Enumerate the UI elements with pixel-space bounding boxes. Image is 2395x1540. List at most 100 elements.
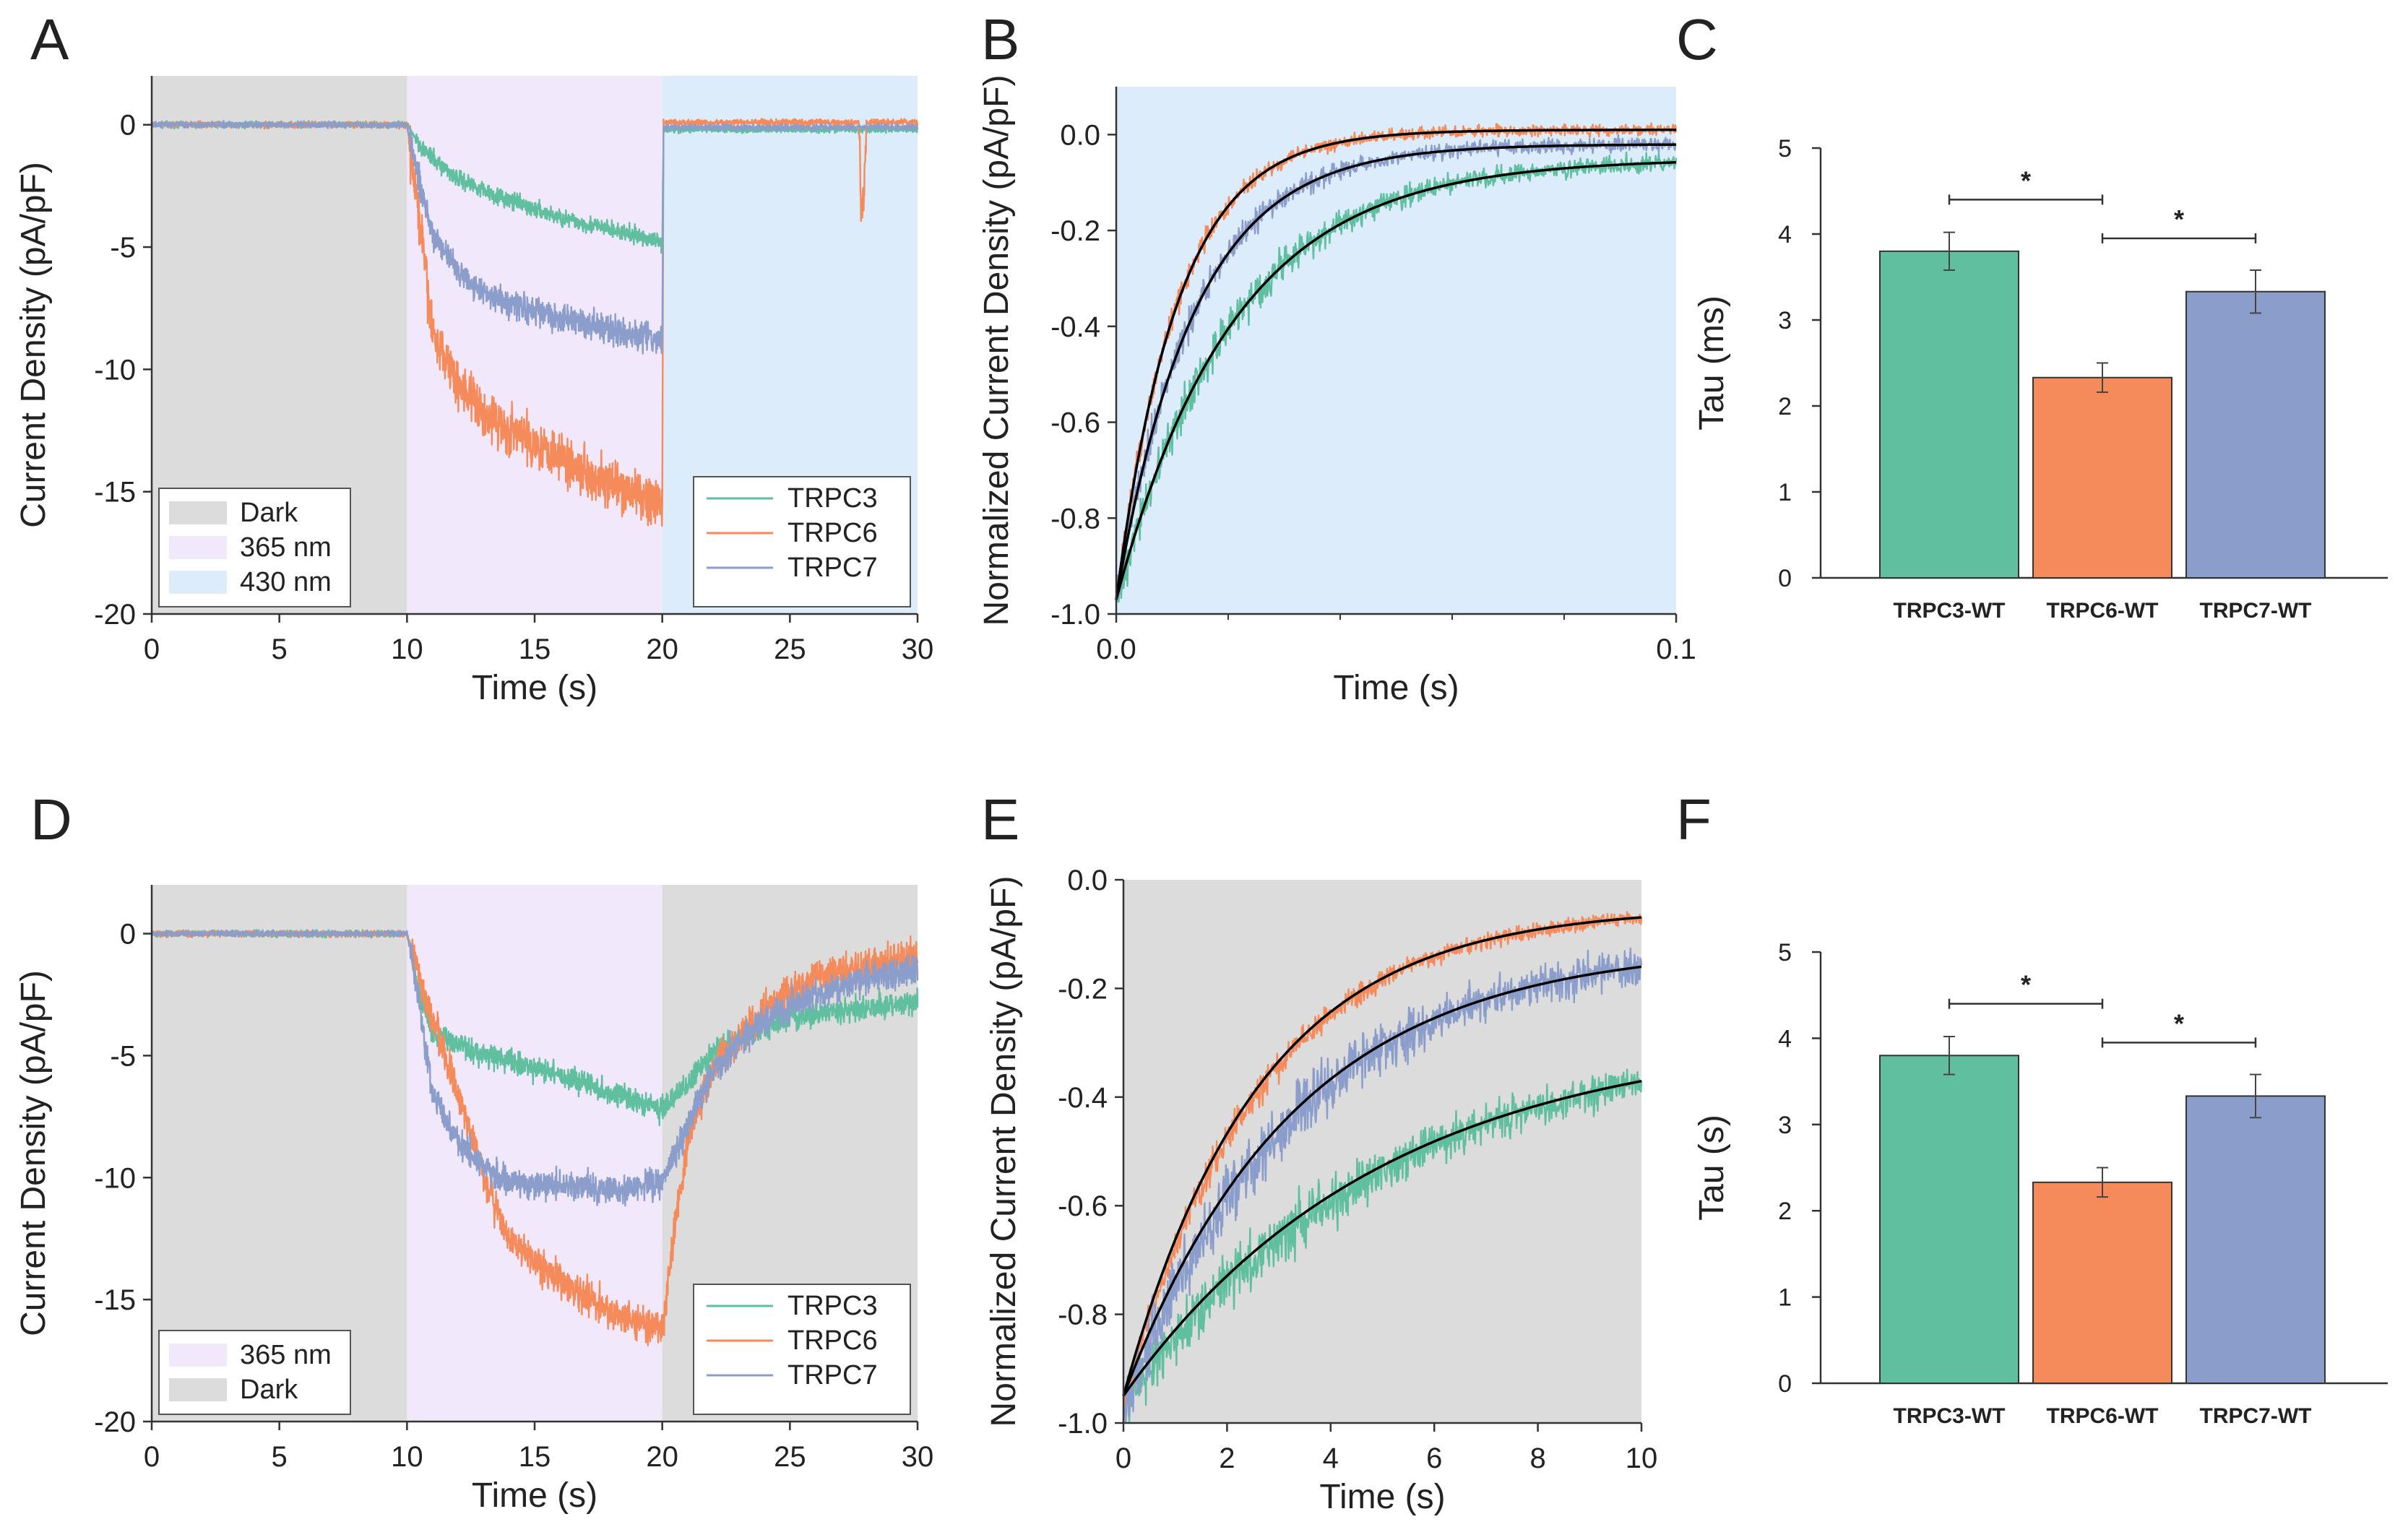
y-tick-label: -5 bbox=[110, 1040, 136, 1072]
series-legend-label: TRPC7 bbox=[787, 1360, 878, 1390]
x-axis-label: Time (s) bbox=[472, 1476, 597, 1515]
y-axis-label: Tau (s) bbox=[1693, 1115, 1731, 1221]
y-tick-label: -20 bbox=[94, 1406, 136, 1438]
x-tick-label: 4 bbox=[1323, 1442, 1339, 1474]
category-label: TRPC3-WT bbox=[1894, 599, 2006, 623]
y-tick-label: -0.2 bbox=[1050, 215, 1100, 247]
y-tick-label: -0.8 bbox=[1058, 1299, 1108, 1331]
y-axis-label: Normalized Current Density (pA/pF) bbox=[985, 876, 1023, 1427]
y-tick-label: -0.4 bbox=[1050, 311, 1100, 343]
fit-curve-0 bbox=[1115, 161, 1676, 600]
y-tick-label: -0.4 bbox=[1058, 1082, 1108, 1114]
panel-f: 0 1 2 3 4 5 TRPC3-WT TRPC6-WT TRPC7-WT * * Tau (s) bbox=[1693, 939, 2388, 1428]
significance-star: * bbox=[2174, 1008, 2184, 1038]
shading-legend-label: 430 nm bbox=[240, 567, 332, 597]
x-tick-label: 0 bbox=[144, 633, 160, 665]
shading-legend-swatch bbox=[169, 1344, 227, 1367]
x-axis-label: Time (s) bbox=[1319, 1478, 1445, 1516]
bar-trpc6-wt bbox=[2032, 1181, 2172, 1384]
x-axis-label: Time (s) bbox=[472, 669, 597, 707]
shading-legend-swatch bbox=[169, 536, 227, 559]
shading-legend-label: 365 nm bbox=[240, 532, 332, 563]
trace-trpc7 bbox=[150, 119, 919, 355]
significance-star: * bbox=[2174, 204, 2184, 234]
trace-trpc6 bbox=[1122, 911, 1643, 1422]
bar-trpc6-wt bbox=[2032, 376, 2172, 579]
fit-curve-0 bbox=[1122, 1079, 1642, 1397]
shading-band-1 bbox=[407, 885, 663, 1422]
bar-trpc3-wt bbox=[1879, 1055, 2019, 1385]
x-tick-label: 0.0 bbox=[1096, 633, 1136, 665]
trace-trpc7 bbox=[1122, 947, 1643, 1423]
x-tick-label: 25 bbox=[774, 1441, 806, 1473]
y-tick-label: 5 bbox=[1778, 939, 1792, 966]
y-tick-label: 0 bbox=[1778, 565, 1792, 592]
shading-legend-swatch bbox=[169, 501, 227, 524]
shading-legend-swatch bbox=[169, 1378, 227, 1401]
y-tick-label: -15 bbox=[94, 1284, 136, 1316]
fit-curve-1 bbox=[1122, 916, 1642, 1396]
panel-letter-e: E bbox=[981, 787, 1019, 852]
x-tick-label: 15 bbox=[519, 633, 551, 665]
y-tick-label: -10 bbox=[94, 1162, 136, 1194]
y-axis-label: Current Density (pA/pF) bbox=[14, 162, 53, 528]
series-legend-label: TRPC3 bbox=[787, 483, 878, 514]
category-label: TRPC6-WT bbox=[2047, 599, 2159, 623]
x-tick-label: 30 bbox=[902, 1441, 934, 1473]
x-tick-label: 6 bbox=[1426, 1442, 1442, 1474]
y-tick-label: 0 bbox=[120, 110, 136, 142]
y-tick-label: -1.0 bbox=[1050, 599, 1100, 631]
trace-trpc3 bbox=[1122, 1068, 1643, 1424]
y-tick-label: 1 bbox=[1778, 1284, 1792, 1312]
y-tick-label: 0.0 bbox=[1067, 865, 1108, 896]
panel-c: 0 1 2 3 4 5 TRPC3-WT TRPC6-WT TRPC7-WT * * Tau (ms) bbox=[1693, 135, 2388, 623]
bar-trpc7-wt bbox=[2185, 290, 2326, 579]
x-tick-label: 30 bbox=[902, 633, 934, 665]
y-axis-label: Tau (ms) bbox=[1693, 295, 1731, 431]
significance-star: * bbox=[2021, 165, 2031, 195]
x-tick-label: 2 bbox=[1219, 1442, 1235, 1474]
fit-curve-1 bbox=[1115, 129, 1676, 600]
y-tick-label: -20 bbox=[94, 599, 136, 631]
y-tick-label: 0.0 bbox=[1060, 119, 1100, 151]
panel-letter-c: C bbox=[1676, 7, 1718, 72]
shading-band-0 bbox=[1116, 87, 1676, 614]
y-tick-label: -0.2 bbox=[1058, 973, 1108, 1005]
trace-trpc7 bbox=[1115, 134, 1677, 602]
x-tick-label: 0 bbox=[144, 1441, 160, 1473]
y-tick-label: -1.0 bbox=[1058, 1408, 1108, 1440]
trace-trpc6 bbox=[1115, 122, 1678, 600]
x-tick-label: 15 bbox=[519, 1441, 551, 1473]
x-axis-label: Time (s) bbox=[1333, 669, 1459, 707]
bar-trpc3-wt bbox=[1879, 250, 2019, 579]
category-label: TRPC6-WT bbox=[2047, 1404, 2159, 1428]
y-tick-label: -10 bbox=[94, 354, 136, 386]
y-tick-label: 3 bbox=[1778, 307, 1792, 334]
series-legend-label: TRPC6 bbox=[787, 518, 878, 548]
category-label: TRPC7-WT bbox=[2200, 599, 2312, 623]
y-tick-label: -0.6 bbox=[1058, 1190, 1108, 1222]
shading-legend-label: Dark bbox=[240, 498, 298, 528]
x-tick-label: 10 bbox=[1626, 1442, 1658, 1474]
x-tick-label: 8 bbox=[1529, 1442, 1545, 1474]
x-tick-label: 25 bbox=[774, 633, 806, 665]
shading-legend-swatch bbox=[169, 571, 227, 594]
y-tick-label: -5 bbox=[110, 232, 136, 264]
series-legend-label: TRPC3 bbox=[787, 1291, 878, 1321]
y-tick-label: 3 bbox=[1778, 1112, 1792, 1139]
x-tick-label: 10 bbox=[391, 633, 423, 665]
y-tick-label: 2 bbox=[1778, 393, 1792, 420]
y-tick-label: 2 bbox=[1778, 1198, 1792, 1225]
trace-trpc7 bbox=[150, 929, 919, 1207]
x-tick-label: 5 bbox=[272, 1441, 288, 1473]
y-tick-label: 4 bbox=[1778, 221, 1792, 248]
y-tick-label: -0.6 bbox=[1050, 407, 1100, 439]
significance-star: * bbox=[2021, 970, 2031, 1000]
shading-legend-label: Dark bbox=[240, 1375, 298, 1405]
fit-curve-2 bbox=[1122, 965, 1642, 1397]
y-tick-label: -15 bbox=[94, 477, 136, 509]
